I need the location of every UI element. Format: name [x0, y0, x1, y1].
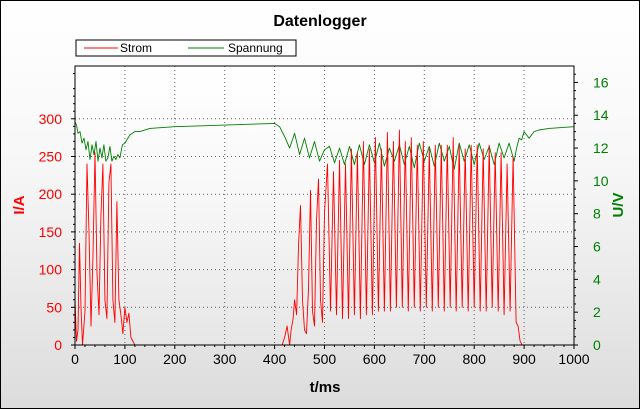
left-y-axis: 0 50 100 150 200 250 300: [39, 73, 75, 353]
series-line-strom: [74, 129, 574, 346]
left-y-tick-label: 0: [54, 337, 62, 353]
legend-label-spannung: Spannung: [228, 41, 283, 55]
right-y-tick-label: 6: [593, 239, 601, 255]
right-y-tick-label: 0: [593, 337, 601, 353]
x-tick-label: 100: [113, 351, 137, 367]
x-tick-label: 0: [71, 351, 79, 367]
right-y-tick-label: 10: [593, 173, 609, 189]
x-tick-label: 900: [512, 351, 536, 367]
x-axis: 0 100 200 300 400 500 600 700 800 900 1000: [71, 345, 590, 367]
right-y-tick-label: 4: [593, 271, 601, 287]
plot-area: [75, 66, 574, 345]
x-tick-label: 500: [313, 351, 337, 367]
left-y-tick-label: 50: [46, 299, 62, 315]
right-y-tick-label: 12: [593, 140, 609, 156]
x-tick-label: 700: [413, 351, 437, 367]
left-y-tick-label: 200: [39, 186, 63, 202]
x-tick-label: 200: [163, 351, 187, 367]
left-y-tick-label: 150: [39, 224, 63, 240]
series-line-spannung: [74, 121, 575, 170]
right-y-tick-label: 16: [593, 74, 609, 90]
x-tick-label: 400: [263, 351, 287, 367]
x-tick-label: 1000: [558, 351, 589, 367]
left-y-tick-label: 300: [39, 111, 63, 127]
chart-title: Datenlogger: [273, 13, 366, 30]
left-y-tick-label: 100: [39, 262, 63, 278]
x-tick-label: 800: [463, 351, 487, 367]
right-y-axis: 0 2 4 6 8 10 12 14 16: [574, 73, 609, 353]
left-y-axis-label: I/A: [11, 195, 28, 214]
right-y-tick-label: 14: [593, 107, 609, 123]
legend-label-strom: Strom: [120, 41, 152, 55]
right-y-tick-label: 2: [593, 304, 601, 320]
legend-box: [75, 39, 297, 57]
series-layer: [74, 121, 575, 346]
right-y-tick-label: 8: [593, 206, 601, 222]
legend: Strom Spannung: [75, 39, 297, 57]
x-tick-label: 300: [213, 351, 237, 367]
right-y-axis-label: U/V: [610, 192, 627, 217]
left-y-tick-label: 250: [39, 148, 63, 164]
x-axis-label: t/ms: [310, 379, 341, 396]
x-tick-label: 600: [363, 351, 387, 367]
